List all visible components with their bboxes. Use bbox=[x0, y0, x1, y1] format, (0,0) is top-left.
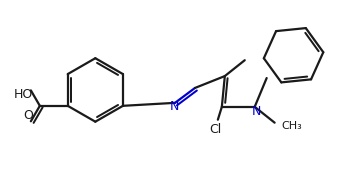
Text: HO: HO bbox=[13, 88, 32, 101]
Text: Cl: Cl bbox=[210, 123, 222, 136]
Text: O: O bbox=[23, 109, 33, 122]
Text: N: N bbox=[252, 105, 261, 118]
Text: CH₃: CH₃ bbox=[282, 121, 303, 131]
Text: N: N bbox=[169, 100, 179, 113]
